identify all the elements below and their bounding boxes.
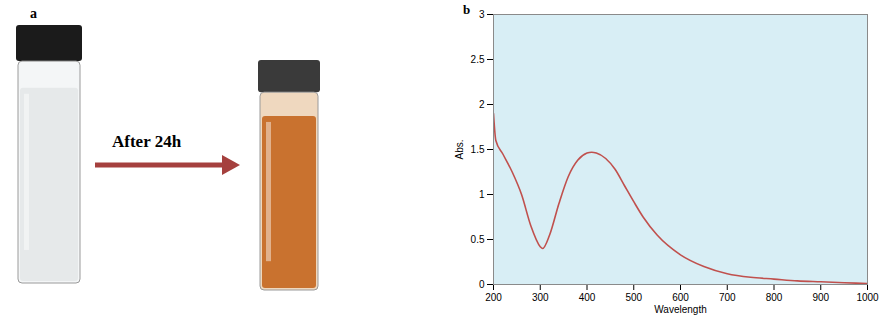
svg-text:200: 200 — [485, 292, 502, 303]
svg-text:1000: 1000 — [856, 292, 879, 303]
svg-text:Wavelength: Wavelength — [654, 304, 706, 315]
svg-text:700: 700 — [719, 292, 736, 303]
svg-text:600: 600 — [672, 292, 689, 303]
svg-text:3: 3 — [479, 9, 485, 20]
svg-text:1.5: 1.5 — [471, 144, 485, 155]
svg-text:0.5: 0.5 — [471, 234, 485, 245]
svg-text:800: 800 — [766, 292, 783, 303]
svg-text:After 24h: After 24h — [112, 132, 182, 151]
svg-text:300: 300 — [532, 292, 549, 303]
svg-text:a: a — [30, 6, 37, 21]
svg-text:900: 900 — [812, 292, 829, 303]
svg-text:0: 0 — [479, 279, 485, 290]
svg-text:1: 1 — [479, 189, 485, 200]
svg-text:2: 2 — [479, 99, 485, 110]
html-text:b: b — [463, 2, 471, 17]
svg-text:400: 400 — [579, 292, 596, 303]
svg-text:Abs.: Abs. — [454, 139, 465, 159]
svg-text:2.5: 2.5 — [471, 54, 485, 65]
svg-text:500: 500 — [625, 292, 642, 303]
